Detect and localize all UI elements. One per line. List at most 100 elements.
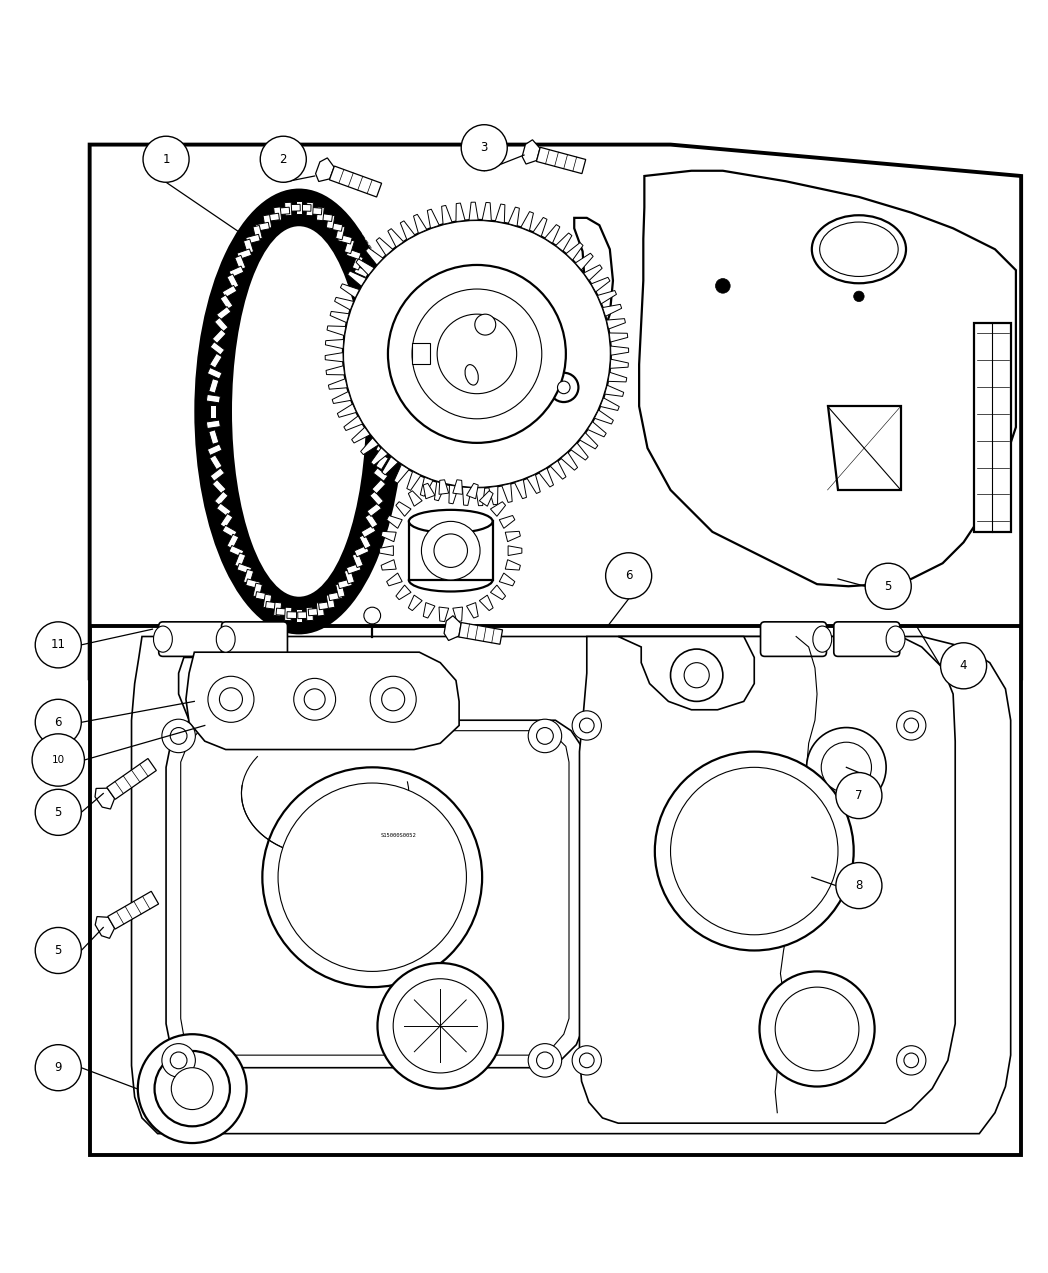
Polygon shape <box>256 592 269 601</box>
Polygon shape <box>499 573 515 586</box>
Ellipse shape <box>232 227 366 597</box>
Circle shape <box>940 643 986 689</box>
Polygon shape <box>95 917 114 938</box>
Polygon shape <box>618 636 755 710</box>
Ellipse shape <box>153 626 172 652</box>
Polygon shape <box>90 626 1021 1155</box>
Polygon shape <box>298 205 311 211</box>
Polygon shape <box>352 428 370 443</box>
Polygon shape <box>296 608 302 622</box>
Polygon shape <box>608 372 627 382</box>
Polygon shape <box>479 491 494 507</box>
Polygon shape <box>439 480 449 494</box>
Polygon shape <box>308 207 322 215</box>
Ellipse shape <box>409 510 493 533</box>
Polygon shape <box>237 250 252 260</box>
Polygon shape <box>356 258 374 275</box>
Circle shape <box>208 676 254 722</box>
Polygon shape <box>508 546 522 555</box>
Polygon shape <box>456 204 465 222</box>
Circle shape <box>822 742 872 793</box>
Ellipse shape <box>887 626 905 652</box>
Circle shape <box>377 964 503 1088</box>
Polygon shape <box>521 211 533 230</box>
Circle shape <box>836 773 882 819</box>
Ellipse shape <box>465 364 478 386</box>
Circle shape <box>558 381 570 393</box>
Polygon shape <box>553 218 613 392</box>
Polygon shape <box>227 535 239 549</box>
Polygon shape <box>220 295 233 309</box>
Circle shape <box>684 663 709 687</box>
Polygon shape <box>482 202 492 220</box>
Polygon shape <box>206 395 220 402</box>
Polygon shape <box>328 379 347 390</box>
Polygon shape <box>580 636 955 1123</box>
Polygon shape <box>605 386 624 396</box>
Polygon shape <box>316 207 324 220</box>
Polygon shape <box>230 266 244 278</box>
Polygon shape <box>400 220 415 239</box>
Polygon shape <box>527 475 541 494</box>
Polygon shape <box>373 468 388 481</box>
Circle shape <box>388 265 566 443</box>
Polygon shape <box>381 457 398 475</box>
Polygon shape <box>505 560 521 570</box>
Polygon shape <box>367 307 381 320</box>
Polygon shape <box>306 607 313 621</box>
Polygon shape <box>210 454 222 470</box>
Circle shape <box>528 1044 562 1077</box>
Polygon shape <box>580 433 597 449</box>
Polygon shape <box>420 477 433 496</box>
Polygon shape <box>561 452 577 470</box>
Polygon shape <box>550 461 566 479</box>
Polygon shape <box>974 322 1010 532</box>
Circle shape <box>36 1045 82 1091</box>
Polygon shape <box>243 569 254 584</box>
Polygon shape <box>409 594 422 611</box>
Circle shape <box>262 768 482 987</box>
Polygon shape <box>327 326 346 336</box>
Polygon shape <box>210 354 222 368</box>
Polygon shape <box>387 516 402 528</box>
FancyBboxPatch shape <box>158 621 224 657</box>
Polygon shape <box>335 583 345 597</box>
Polygon shape <box>499 516 515 528</box>
Polygon shape <box>166 721 585 1068</box>
Polygon shape <box>274 207 282 220</box>
Text: 5: 5 <box>54 806 62 819</box>
Circle shape <box>278 783 466 971</box>
Circle shape <box>854 292 865 302</box>
Circle shape <box>32 733 85 787</box>
Circle shape <box>260 136 306 182</box>
Polygon shape <box>319 213 332 222</box>
Polygon shape <box>508 207 520 227</box>
Polygon shape <box>335 225 345 239</box>
Polygon shape <box>611 346 629 355</box>
Polygon shape <box>235 256 245 270</box>
Text: 7: 7 <box>855 789 863 802</box>
Polygon shape <box>361 438 378 454</box>
Circle shape <box>170 1051 187 1069</box>
Circle shape <box>421 522 480 580</box>
Polygon shape <box>377 420 392 429</box>
Polygon shape <box>208 444 222 456</box>
Circle shape <box>381 687 405 710</box>
Polygon shape <box>215 317 228 332</box>
Text: 3: 3 <box>481 141 488 154</box>
Polygon shape <box>107 759 156 799</box>
Polygon shape <box>381 405 388 418</box>
Polygon shape <box>381 531 396 542</box>
Polygon shape <box>555 233 572 251</box>
Polygon shape <box>276 207 289 215</box>
Ellipse shape <box>216 626 235 652</box>
Polygon shape <box>253 583 262 597</box>
Polygon shape <box>276 608 289 616</box>
Circle shape <box>219 687 242 710</box>
Polygon shape <box>376 368 391 379</box>
Polygon shape <box>444 616 461 640</box>
Text: 5: 5 <box>54 945 62 957</box>
Polygon shape <box>330 312 349 322</box>
Polygon shape <box>588 421 606 437</box>
Polygon shape <box>584 265 603 280</box>
